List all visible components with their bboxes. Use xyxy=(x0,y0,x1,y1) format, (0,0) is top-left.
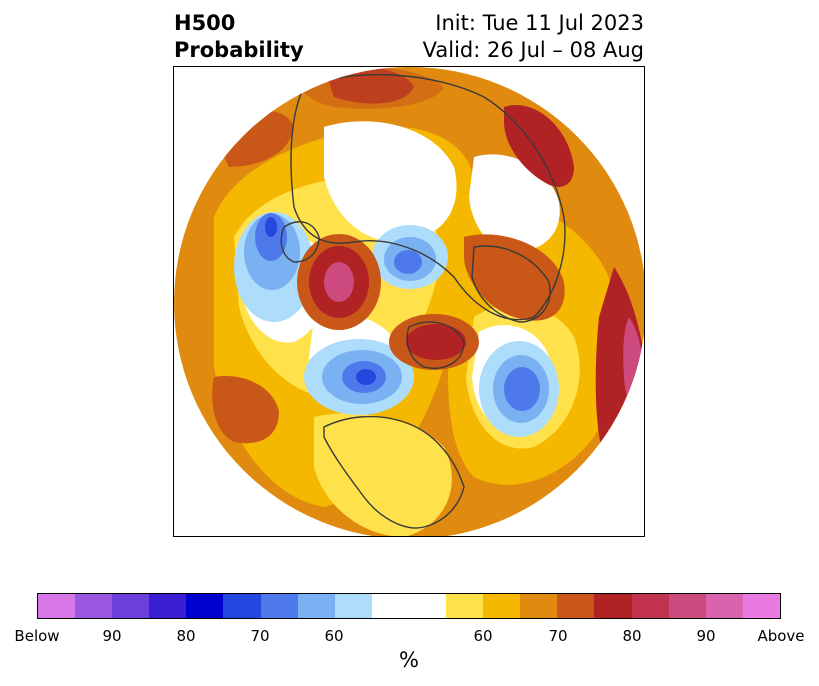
coast-europe xyxy=(471,245,551,323)
colorbar-tick-label: 60 xyxy=(324,627,344,645)
colorbar-cell xyxy=(594,594,632,618)
colorbar-cell xyxy=(371,594,447,618)
red-anomaly-east-asia xyxy=(504,105,574,187)
white-zone-europe xyxy=(469,154,560,252)
colorbar-cell xyxy=(149,594,187,618)
map-frame xyxy=(173,66,645,537)
colorbar-cell xyxy=(631,594,669,618)
probability-field xyxy=(174,67,644,536)
dark-orange-pacific xyxy=(212,376,279,444)
colorbar-cell xyxy=(483,594,521,618)
coastlines xyxy=(280,73,566,529)
colorbar-cell xyxy=(297,594,335,618)
colorbar-cell xyxy=(112,594,150,618)
colorbar-cell xyxy=(38,594,76,618)
blue-anomaly-pacific-deep xyxy=(265,217,277,237)
blue-anomaly-arctic-core xyxy=(394,250,422,274)
coast-greenland xyxy=(406,321,465,369)
chart-title-left: H500 Probability xyxy=(174,10,304,64)
colorbar-tick-label: 70 xyxy=(250,627,270,645)
colorbar-cell xyxy=(520,594,558,618)
colorbar-cell xyxy=(260,594,298,618)
colorbar xyxy=(37,593,781,619)
coast-alaska xyxy=(280,221,320,263)
colorbar-cell xyxy=(668,594,706,618)
colorbar-cell xyxy=(334,594,372,618)
colorbar-cell xyxy=(75,594,113,618)
title-init: Init: Tue 11 Jul 2023 xyxy=(435,11,644,35)
coast-north-america xyxy=(323,415,465,529)
blue-anomaly-canada-deep xyxy=(356,369,376,385)
red-anomaly-greenland xyxy=(406,324,466,360)
dark-orange-europe xyxy=(464,234,565,321)
colorbar-tick-label: 80 xyxy=(176,627,196,645)
colorbar-cell xyxy=(223,594,261,618)
title-variable: H500 xyxy=(174,11,236,35)
colorbar-cell xyxy=(186,594,224,618)
colorbar-cell xyxy=(705,594,743,618)
white-zone-arctic xyxy=(324,121,457,243)
colorbar-tick-label: 90 xyxy=(696,627,716,645)
yellow-zone-america xyxy=(314,413,452,536)
colorbar-tick-label: 90 xyxy=(102,627,122,645)
colorbar-tick-label: 60 xyxy=(473,627,493,645)
colorbar-cell xyxy=(742,594,780,618)
colorbar-unit: % xyxy=(399,648,419,672)
colorbar-tick-label: Below xyxy=(14,627,60,645)
colorbar-cell xyxy=(446,594,484,618)
blue-anomaly-atlantic-core xyxy=(504,367,540,411)
colorbar-tick-label: 80 xyxy=(622,627,642,645)
colorbar-tick-label: 70 xyxy=(548,627,568,645)
polar-map xyxy=(174,67,644,536)
colorbar-tick-label: Above xyxy=(757,627,805,645)
title-valid: Valid: 26 Jul – 08 Aug xyxy=(422,38,644,62)
chart-title-right: Init: Tue 11 Jul 2023 Valid: 26 Jul – 08… xyxy=(423,10,644,64)
title-type: Probability xyxy=(174,38,304,62)
colorbar-cell xyxy=(557,594,595,618)
magenta-anomaly-siberia xyxy=(324,262,354,302)
